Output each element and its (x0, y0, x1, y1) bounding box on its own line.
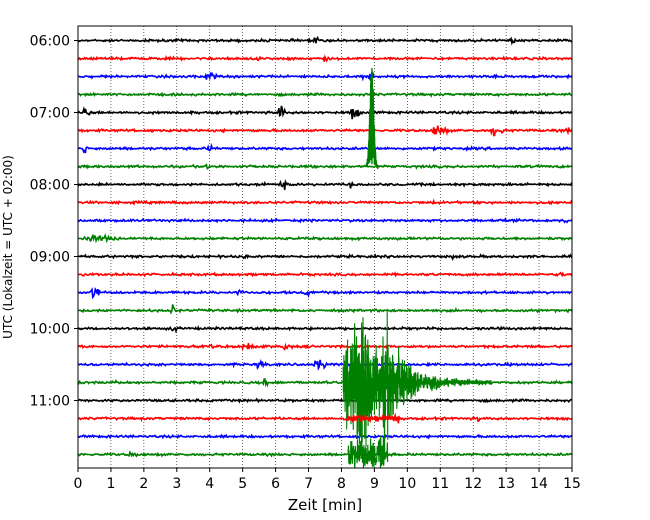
trace-10:15 (77, 342, 572, 352)
plot-background (78, 26, 572, 468)
trace-09:45 (77, 304, 573, 315)
trace-08:00 (77, 178, 573, 191)
trace-06:00 (77, 35, 573, 46)
trace-11:00 (77, 397, 573, 404)
y-tick-label: 07:00 (30, 106, 70, 122)
trace-10:45 (77, 378, 573, 388)
trace-09:00 (77, 253, 573, 262)
trace-07:15 (77, 125, 573, 137)
x-tick-label: 3 (172, 476, 181, 492)
earthquake-spike-upper (365, 68, 379, 170)
y-tick-label: 09:00 (30, 250, 70, 266)
trace-10:00 (77, 325, 573, 334)
seismogram-traces (77, 35, 573, 458)
y-tick-label: 06:00 (30, 34, 70, 50)
x-tick-label: 12 (464, 476, 482, 492)
x-tick-label: 15 (563, 476, 581, 492)
x-tick-label: 5 (238, 476, 247, 492)
x-tick-label: 10 (398, 476, 416, 492)
trace-07:00 (77, 105, 573, 120)
y-tick-label: 11:00 (30, 394, 70, 410)
x-tick-label: 11 (431, 476, 449, 492)
x-axis: 0 1 2 3 4 5 6 7 8 9 10 11 12 13 14 15 (74, 468, 581, 492)
trace-11:30 (77, 433, 573, 440)
x-tick-label: 0 (74, 476, 83, 492)
trace-09:30 (77, 286, 572, 300)
trace-06:15 (77, 54, 573, 63)
y-tick-label: 10:00 (30, 322, 70, 338)
trace-11:45 (77, 450, 573, 458)
x-axis-label: Zeit [min] (288, 496, 362, 514)
y-tick-label: 08:00 (30, 178, 70, 194)
trace-11:15 (78, 415, 573, 423)
y-axis-label: UTC (Lokalzeit = UTC + 02:00) (1, 155, 15, 339)
x-tick-label: 1 (106, 476, 115, 492)
x-tick-label: 14 (530, 476, 548, 492)
x-tick-label: 4 (205, 476, 214, 492)
x-tick-label: 8 (337, 476, 346, 492)
trace-08:45 (77, 233, 573, 244)
x-tick-label: 13 (497, 476, 515, 492)
y-axis: 06:00 07:00 08:00 09:00 10:00 11:00 (30, 34, 78, 410)
earthquake-main-shaking (342, 310, 492, 458)
trace-08:30 (77, 217, 573, 224)
trace-06:30 (77, 71, 573, 82)
earthquake-lower-shaking (347, 435, 389, 469)
plot-frame (77, 25, 573, 469)
x-tick-label: 6 (271, 476, 280, 492)
trace-10:30 (77, 358, 573, 371)
seismic-events (342, 68, 492, 469)
trace-06:45 (77, 91, 572, 98)
x-tick-label: 7 (304, 476, 313, 492)
trace-08:15 (77, 198, 573, 206)
trace-07:45 (77, 163, 572, 170)
x-tick-label: 9 (370, 476, 379, 492)
earthquake-red-segment (345, 412, 400, 424)
x-tick-label: 2 (139, 476, 148, 492)
trace-07:30 (77, 142, 573, 154)
trace-09:15 (77, 271, 573, 278)
